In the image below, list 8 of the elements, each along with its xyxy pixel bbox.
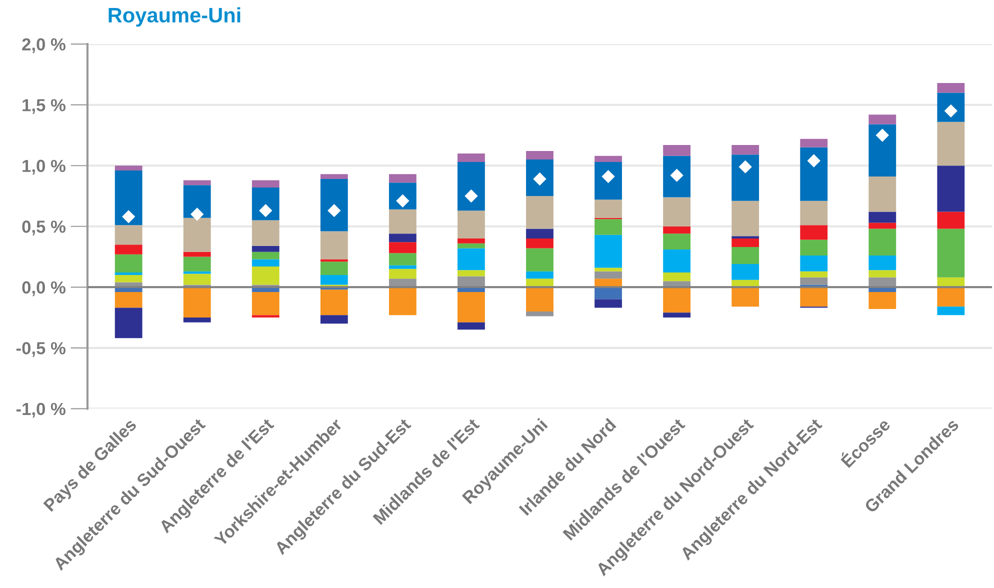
y-tick-label: 0,0 % (22, 281, 66, 296)
y-tick-label: 2,0 % (22, 38, 66, 54)
y-tick-label: -1,0 % (16, 402, 66, 418)
chart-title: Royaume-Uni (108, 7, 240, 27)
y-tick-label: 1,0 % (22, 160, 66, 175)
y-tick-label: 1,5 % (22, 99, 66, 114)
y-tick-label: 0,5 % (22, 220, 66, 236)
y-tick-label: -0,5 % (16, 342, 66, 357)
